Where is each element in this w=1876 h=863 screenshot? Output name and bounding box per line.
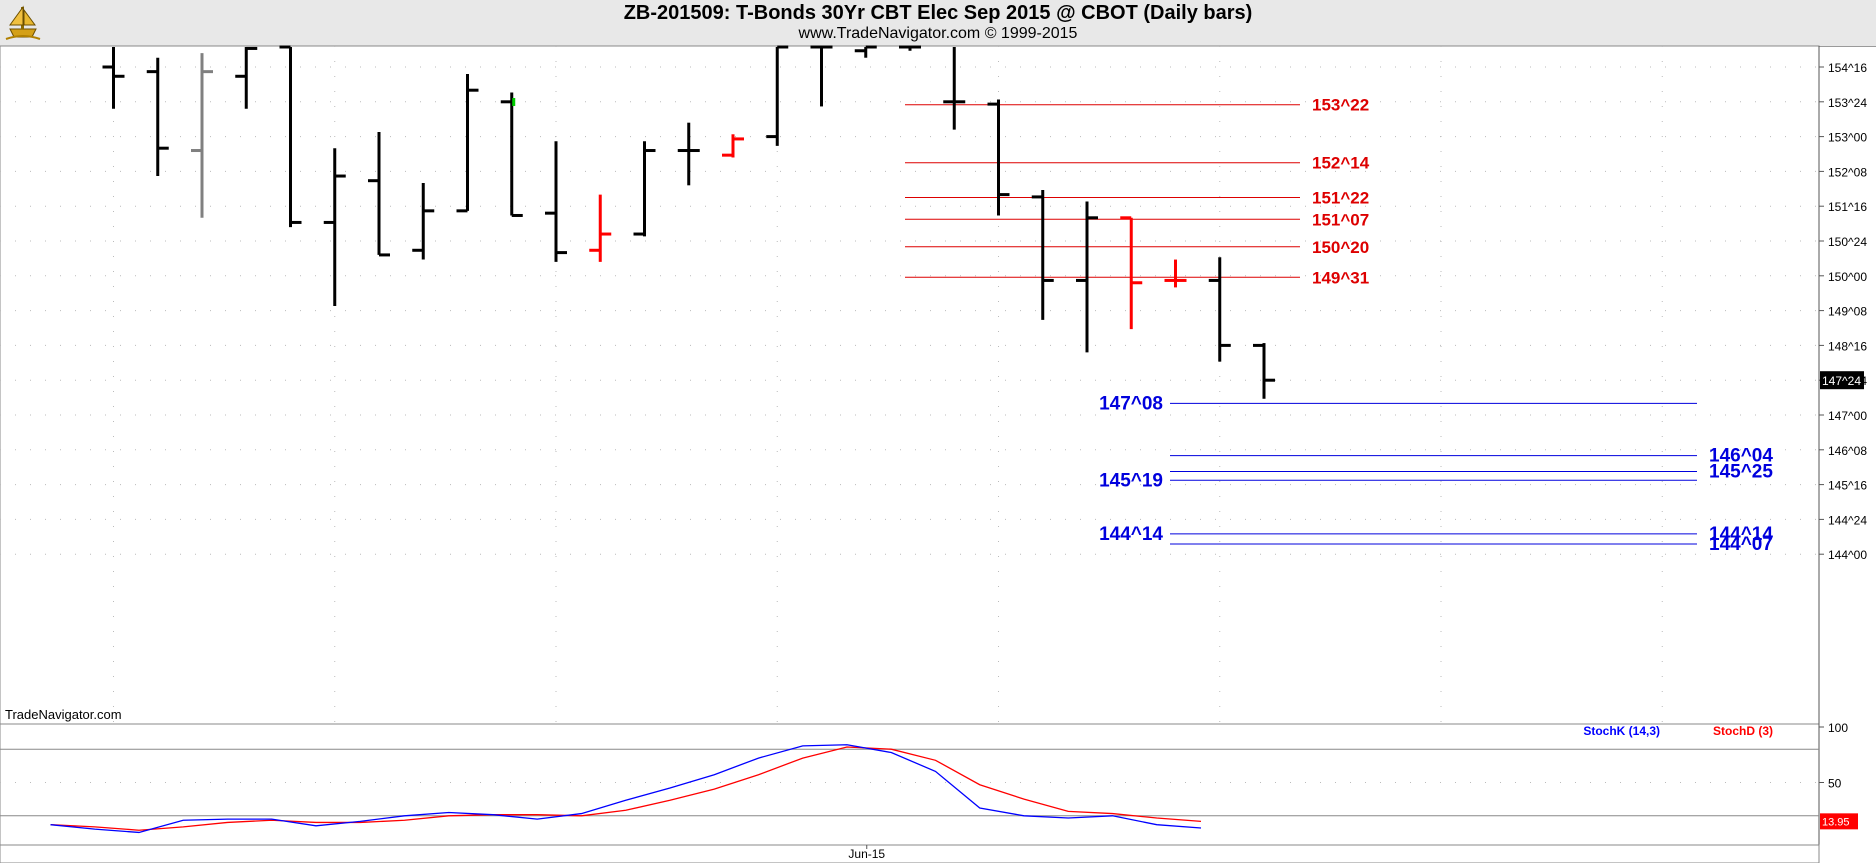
stoch-legend-entry: StochK (14,3) (1583, 724, 1660, 738)
price-axis-label: 149^08 (1828, 305, 1867, 319)
price-axis-label: 144^24 (1828, 513, 1867, 527)
stoch-series-line (50, 746, 1202, 831)
stoch-last-value-label: 13.95 (1822, 816, 1850, 828)
price-axis-label: 153^00 (1828, 131, 1867, 145)
price-axis-label: 154^16 (1828, 61, 1867, 75)
stoch-last-value-badge (1820, 813, 1858, 830)
resistance-label: 150^20 (1312, 238, 1369, 257)
resistance-label: 149^31 (1312, 268, 1369, 287)
support-label: 144^14 (1099, 524, 1163, 545)
watermark: TradeNavigator.com (5, 707, 122, 722)
price-axis-label: 148^16 (1828, 339, 1867, 353)
resistance-label: 153^22 (1312, 96, 1369, 115)
resistance-label: 152^14 (1312, 154, 1370, 173)
support-label: 146^04 (1709, 446, 1773, 467)
price-axis-label: 144^00 (1828, 548, 1867, 562)
stoch-legend-entry: StochD (3) (1713, 724, 1773, 738)
stoch-axis-label: 100 (1828, 721, 1848, 735)
last-price-label: 147^24 (1822, 374, 1861, 388)
last-price-badge (1820, 371, 1864, 390)
resistance-label: 151^07 (1312, 210, 1369, 229)
price-axis-label: 151^16 (1828, 200, 1867, 214)
support-label: 145^19 (1099, 470, 1163, 491)
resistance-label: 151^22 (1312, 189, 1369, 208)
price-axis-label: 147^00 (1828, 409, 1867, 423)
time-axis-label: Jun-15 (848, 847, 885, 861)
support-label: 144^07 (1709, 534, 1773, 555)
price-axis-label: 146^08 (1828, 444, 1867, 458)
stoch-axis-label: 50 (1828, 777, 1842, 791)
stoch-series-line (50, 744, 1202, 834)
trade-navigator-logo-icon (5, 5, 41, 40)
price-axis-label: 150^00 (1828, 270, 1867, 284)
chart-title: ZB-201509: T-Bonds 30Yr CBT Elec Sep 201… (623, 2, 1253, 24)
support-label: 145^25 (1709, 462, 1773, 483)
chart-subtitle: www.TradeNavigator.com © 1999-2015 (798, 25, 1078, 42)
support-label: 147^08 (1099, 393, 1163, 414)
price-panel (0, 45, 1820, 725)
stochastic-panel (0, 723, 1820, 846)
title-bar: ZB-201509: T-Bonds 30Yr CBT Elec Sep 201… (0, 0, 1876, 47)
price-axis-label: 152^08 (1828, 165, 1867, 179)
support-label: 144^14 (1709, 524, 1773, 545)
price-axis-label: 153^24 (1828, 96, 1867, 110)
time-axis (0, 844, 1820, 863)
price-axis-label: 150^24 (1828, 235, 1867, 249)
price-axis-label: 145^16 (1828, 479, 1867, 493)
